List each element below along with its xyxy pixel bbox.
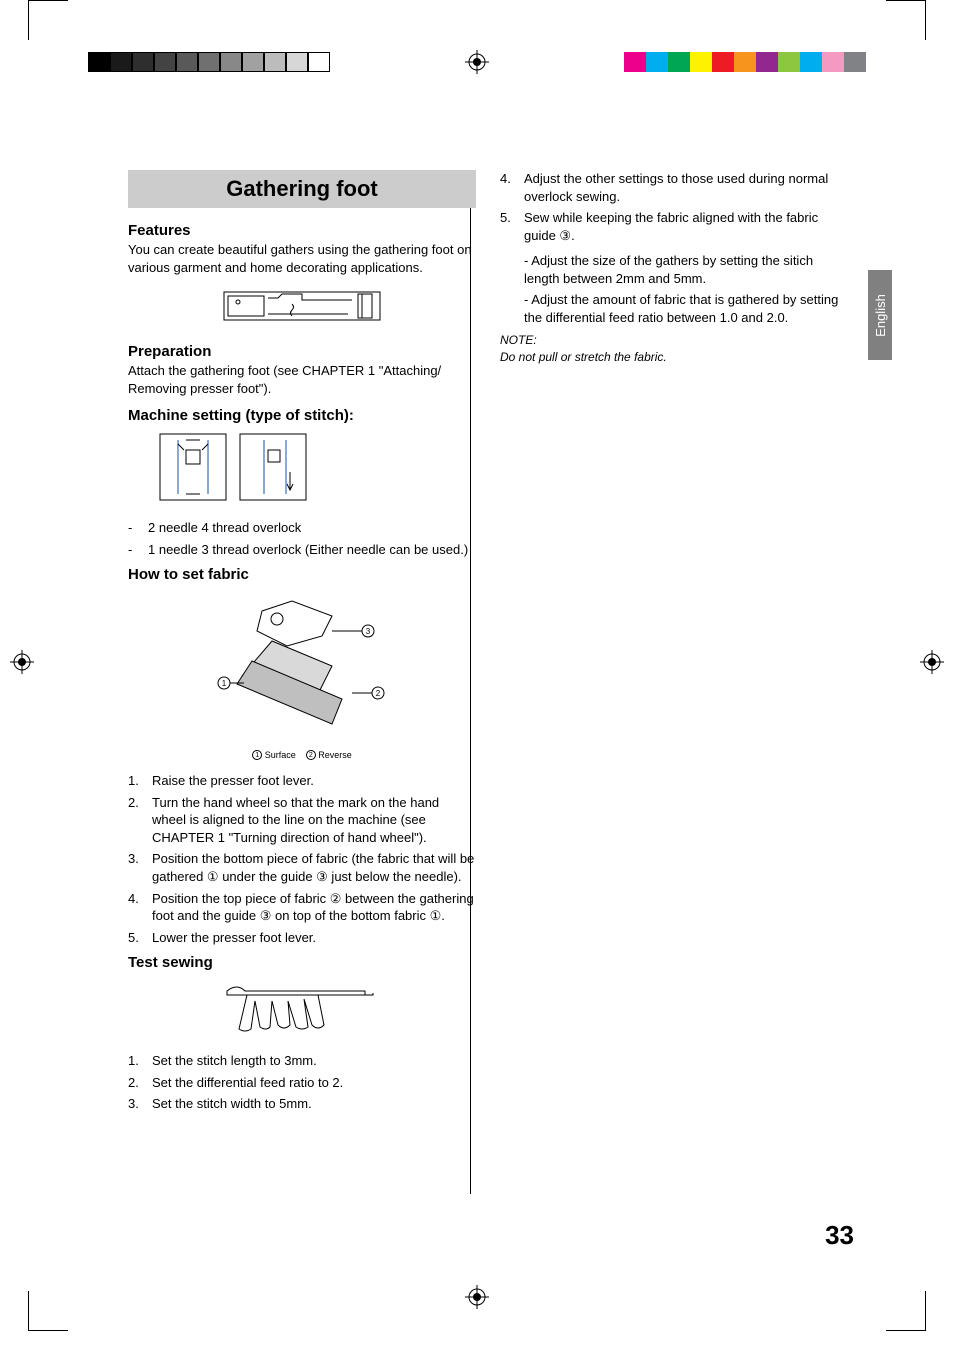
crop-top-right xyxy=(886,0,926,40)
svg-text:1: 1 xyxy=(222,679,227,688)
list-item: 3.Position the bottom piece of fabric (t… xyxy=(128,850,476,885)
features-heading: Features xyxy=(128,222,476,239)
language-tab: English xyxy=(868,270,892,360)
swatch xyxy=(646,52,668,72)
swatch xyxy=(308,52,330,72)
note-text: Do not pull or stretch the fabric. xyxy=(500,349,848,365)
swatch xyxy=(844,52,866,72)
test-sewing-heading: Test sewing xyxy=(128,954,476,971)
registration-mark-icon xyxy=(465,50,489,74)
swatch xyxy=(822,52,844,72)
swatch xyxy=(734,52,756,72)
crop-bottom-left xyxy=(28,1291,68,1331)
list-item: 4.Position the top piece of fabric ② bet… xyxy=(128,890,476,925)
registration-mark-icon xyxy=(920,650,944,674)
crop-top-left xyxy=(28,0,68,40)
how-to-set-steps: 1.Raise the presser foot lever. 2.Turn t… xyxy=(128,772,476,946)
swatch xyxy=(176,52,198,72)
machine-setting-list: 2 needle 4 thread overlock 1 needle 3 th… xyxy=(128,519,476,558)
swatch xyxy=(624,52,646,72)
swatch xyxy=(712,52,734,72)
registration-mark-icon xyxy=(465,1285,489,1309)
preparation-body: Attach the gathering foot (see CHAPTER 1… xyxy=(128,362,476,397)
swatch xyxy=(264,52,286,72)
swatch xyxy=(88,52,110,72)
list-item: 1.Raise the presser foot lever. xyxy=(128,772,476,790)
test-sewing-figure xyxy=(128,979,476,1040)
list-item: 1.Set the stitch length to 3mm. xyxy=(128,1052,476,1070)
swatch xyxy=(286,52,308,72)
swatch xyxy=(690,52,712,72)
list-item: 5.Sew while keeping the fabric aligned w… xyxy=(500,209,848,244)
left-column: Gathering foot Features You can create b… xyxy=(128,170,476,1121)
continued-steps: 4.Adjust the other settings to those use… xyxy=(500,170,848,244)
machine-setting-heading: Machine setting (type of stitch): xyxy=(128,407,476,424)
swatch xyxy=(756,52,778,72)
swatch xyxy=(800,52,822,72)
page-title: Gathering foot xyxy=(128,170,476,208)
list-item: 5.Lower the presser foot lever. xyxy=(128,929,476,947)
svg-text:3: 3 xyxy=(366,627,371,636)
sub-note: - Adjust the amount of fabric that is ga… xyxy=(500,291,848,326)
swatch xyxy=(132,52,154,72)
swatch xyxy=(220,52,242,72)
swatch xyxy=(668,52,690,72)
preparation-heading: Preparation xyxy=(128,343,476,360)
features-body: You can create beautiful gathers using t… xyxy=(128,241,476,276)
how-to-set-heading: How to set fabric xyxy=(128,566,476,583)
list-item: 3.Set the stitch width to 5mm. xyxy=(128,1095,476,1113)
test-sewing-steps: 1.Set the stitch length to 3mm. 2.Set th… xyxy=(128,1052,476,1113)
note-label: NOTE: xyxy=(500,332,848,348)
gathering-foot-figure xyxy=(128,286,476,331)
fabric-figure-caption: 1 Surface 2 Reverse xyxy=(128,750,476,760)
swatch xyxy=(778,52,800,72)
list-item: 2 needle 4 thread overlock xyxy=(128,519,476,537)
swatch xyxy=(154,52,176,72)
page-content: Gathering foot Features You can create b… xyxy=(128,170,848,1121)
svg-text:2: 2 xyxy=(376,689,381,698)
right-column: 4.Adjust the other settings to those use… xyxy=(500,170,848,1121)
gray-bar xyxy=(88,52,330,72)
list-item: 2.Set the differential feed ratio to 2. xyxy=(128,1074,476,1092)
list-item: 1 needle 3 thread overlock (Either needl… xyxy=(128,541,476,559)
sub-note: - Adjust the size of the gathers by sett… xyxy=(500,252,848,287)
fabric-set-figure: 3 1 2 1 Surface 2 Reverse xyxy=(128,591,476,760)
list-item: 2.Turn the hand wheel so that the mark o… xyxy=(128,794,476,847)
crop-bottom-right xyxy=(886,1291,926,1331)
swatch xyxy=(242,52,264,72)
page-number: 33 xyxy=(825,1220,854,1251)
swatch xyxy=(198,52,220,72)
registration-mark-icon xyxy=(10,650,34,674)
language-label: English xyxy=(873,294,888,337)
list-item: 4.Adjust the other settings to those use… xyxy=(500,170,848,205)
swatch xyxy=(110,52,132,72)
stitch-type-figure xyxy=(128,432,476,507)
color-bar xyxy=(624,52,866,72)
